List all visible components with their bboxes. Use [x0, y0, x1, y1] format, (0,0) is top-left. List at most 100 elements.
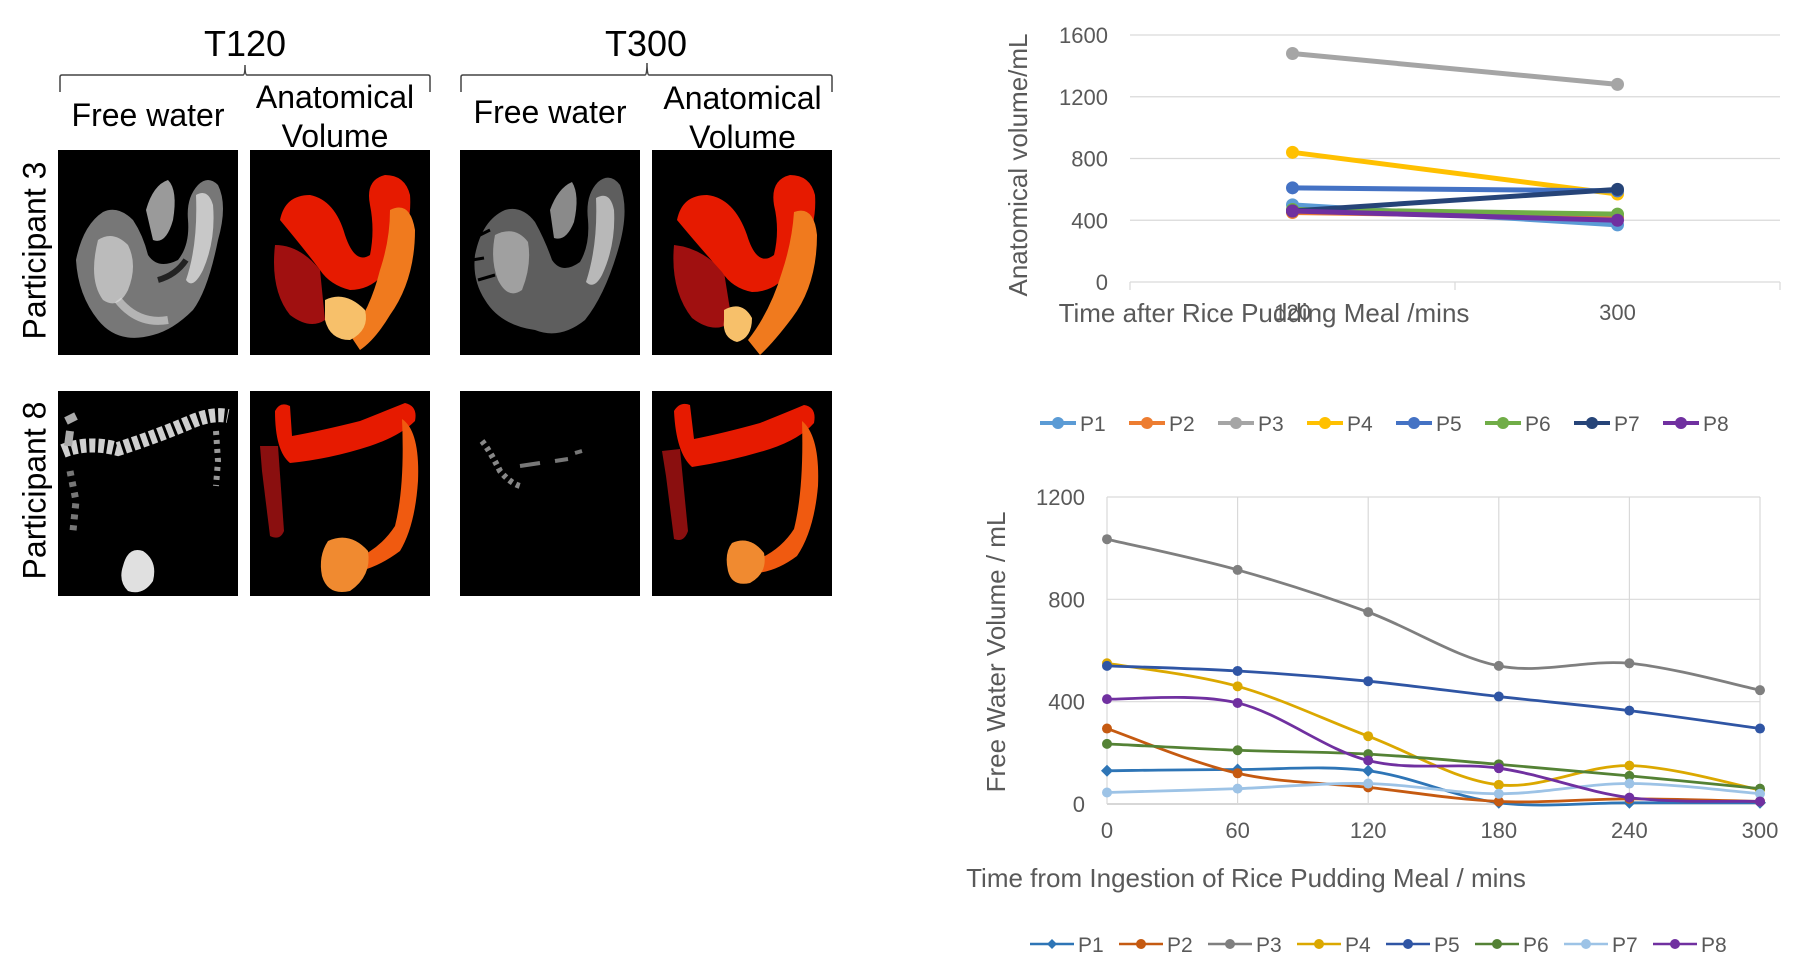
chart2-legend-label-p2: P2 — [1167, 934, 1193, 957]
chart-anatomical-volume: 0 400 800 1200 1600 120 300 Time after Rice P… — [1003, 23, 1781, 436]
chart1-point-p8-120 — [1286, 204, 1299, 218]
chart1-series — [1286, 47, 1624, 232]
chart1-legend-label-p4: P4 — [1347, 413, 1373, 436]
chart2-point-p6-60 — [1232, 745, 1243, 756]
chart2-point-p4-120 — [1363, 731, 1374, 742]
chart1-gridlines — [1130, 34, 1780, 283]
chart-free-water-volume: 0 400 800 1200 0 60 120 180 240 300 Time from In… — [966, 485, 1778, 957]
chart2-point-p1-120 — [1362, 764, 1375, 777]
chart2-point-p6-0 — [1102, 738, 1112, 749]
brace-t120 — [59, 62, 833, 92]
subtitle-anatomical-volume-t300: Anatomical Volume — [663, 80, 822, 156]
chart2-x-axis-label: Time from Ingestion of Rice Pudding Meal… — [966, 863, 1526, 893]
chart1-legend-label-p2: P2 — [1169, 413, 1195, 436]
chart2-y-tick-1200: 1200 — [1036, 485, 1085, 510]
chart1-series-line-p7 — [1292, 186, 1618, 214]
chart2-point-p5-180 — [1493, 691, 1504, 702]
chart2-point-p8-0 — [1102, 694, 1112, 705]
chart2-y-tick-800: 800 — [1048, 587, 1085, 612]
subtitle-anatomical-volume-t120: Anatomical Volume — [255, 79, 415, 155]
chart2-y-tick-400: 400 — [1048, 690, 1085, 715]
chart2-point-p7-180 — [1493, 788, 1504, 799]
chart1-legend-marker-p2 — [1141, 417, 1153, 429]
chart2-point-p8-180 — [1493, 763, 1504, 774]
chart2-point-p3-300 — [1755, 685, 1765, 696]
chart1-legend-marker-p5 — [1408, 417, 1420, 429]
chart1-legend: P1 P2 P3 P4 P5 P6 P7 P8 — [1040, 413, 1729, 436]
chart2-legend: P1 P2 P3 P4 P5 P6 P7 P8 — [1030, 934, 1727, 957]
chart2-point-p6-240 — [1624, 770, 1635, 781]
chart2-point-p2-60 — [1232, 768, 1243, 779]
chart2-point-p3-180 — [1493, 660, 1504, 671]
volume-p3-t120-anatomical — [250, 150, 430, 355]
chart1-legend-label-p1: P1 — [1080, 413, 1106, 436]
chart2-series-line-p7 — [1106, 782, 1761, 796]
chart1-point-p3-120 — [1286, 47, 1299, 61]
chart1-y-tick-1600: 1600 — [1059, 23, 1108, 48]
chart2-point-p2-0 — [1102, 723, 1112, 734]
mri-p8-t300-free-water — [460, 391, 640, 596]
chart1-y-tick-labels: 0 400 800 1200 1600 — [1059, 23, 1108, 295]
chart1-legend-label-p6: P6 — [1525, 413, 1551, 436]
chart1-legend-marker-p4 — [1319, 417, 1331, 429]
chart2-legend-marker-p4 — [1314, 939, 1324, 949]
chart2-point-p7-60 — [1232, 783, 1243, 794]
chart1-point-p8-300 — [1611, 213, 1624, 227]
chart2-point-p2-180 — [1493, 796, 1504, 807]
chart2-point-p3-120 — [1363, 607, 1374, 618]
chart2-point-p3-60 — [1232, 564, 1243, 575]
chart2-x-tick-0: 0 — [1101, 818, 1113, 843]
chart1-legend-label-p5: P5 — [1436, 413, 1462, 436]
mri-p8-t120-free-water — [58, 391, 238, 596]
chart1-point-p4-120 — [1286, 145, 1299, 159]
chart2-point-p8-60 — [1232, 697, 1243, 708]
chart1-legend-label-p7: P7 — [1614, 413, 1640, 436]
chart1-point-p7-300 — [1611, 182, 1624, 196]
chart1-series-line-p8 — [1292, 208, 1618, 223]
subtitle-free-water-t120: Free water — [71, 97, 225, 133]
chart2-point-p1-0 — [1101, 764, 1113, 777]
chart1-legend-marker-p8 — [1675, 417, 1687, 429]
chart1-legend-label-p3: P3 — [1258, 413, 1284, 436]
column-title-t300: T300 — [604, 23, 688, 64]
chart1-legend-marker-p3 — [1230, 417, 1242, 429]
chart1-y-tick-400: 400 — [1071, 208, 1108, 233]
chart1-x-tick-labels: 120 300 — [1274, 300, 1636, 325]
chart1-series-line-p3 — [1292, 51, 1618, 87]
chart2-legend-label-p4: P4 — [1345, 934, 1371, 957]
chart1-x-axis — [1129, 282, 1781, 290]
chart2-point-p4-180 — [1493, 779, 1504, 790]
chart2-point-p3-0 — [1102, 534, 1112, 545]
chart2-point-p8-300 — [1755, 796, 1765, 807]
chart2-series-line-p8 — [1106, 695, 1761, 803]
chart1-y-axis-label: Anatomical volume/mL — [1003, 34, 1033, 297]
volume-p8-t120-anatomical — [250, 391, 430, 596]
chart2-y-axis-label: Free Water Volume / mL — [981, 512, 1011, 793]
chart2-point-p8-240 — [1624, 792, 1635, 803]
chart2-legend-marker-p3 — [1225, 939, 1235, 949]
chart1-series-line-p5 — [1292, 185, 1618, 194]
chart2-legend-marker-p7 — [1581, 939, 1591, 949]
chart1-x-tick-300: 300 — [1599, 300, 1636, 325]
chart2-legend-label-p6: P6 — [1523, 934, 1549, 957]
chart2-legend-marker-p1 — [1047, 939, 1057, 949]
chart2-legend-label-p7: P7 — [1612, 934, 1638, 957]
chart1-x-tick-120: 120 — [1274, 300, 1311, 325]
chart1-legend-marker-p1 — [1052, 417, 1064, 429]
mri-p3-t120-free-water — [58, 150, 238, 355]
chart1-point-p3-300 — [1611, 77, 1624, 91]
chart2-x-tick-60: 60 — [1225, 818, 1249, 843]
chart2-legend-label-p1: P1 — [1078, 934, 1104, 957]
chart2-point-p5-60 — [1232, 665, 1243, 676]
chart1-legend-marker-p7 — [1586, 417, 1598, 429]
chart2-point-p4-240 — [1624, 760, 1635, 771]
chart2-x-tick-300: 300 — [1742, 818, 1779, 843]
chart2-point-p7-0 — [1102, 787, 1112, 798]
chart2-legend-marker-p8 — [1670, 939, 1680, 949]
chart1-y-tick-0: 0 — [1096, 270, 1108, 295]
chart2-point-p5-300 — [1755, 723, 1765, 734]
chart2-legend-marker-p5 — [1403, 939, 1413, 949]
chart2-x-tick-120: 120 — [1350, 818, 1387, 843]
chart2-y-tick-labels: 0 400 800 1200 — [1036, 485, 1085, 817]
